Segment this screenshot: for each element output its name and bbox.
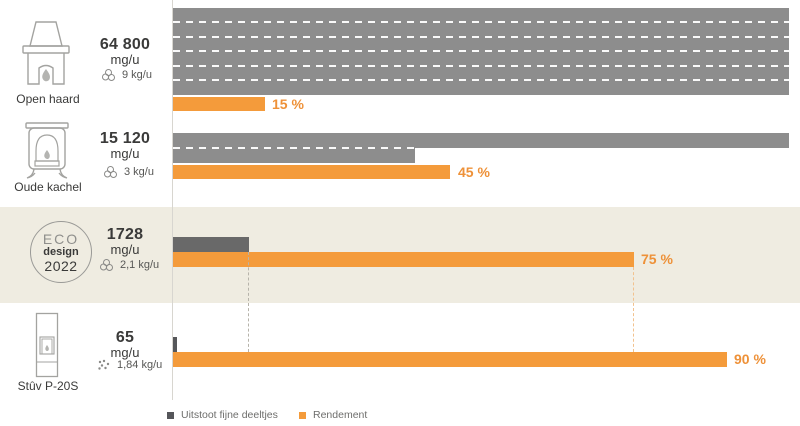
emission-unit: mg/u bbox=[110, 242, 140, 257]
emission-bar-oude-kachel-wrap bbox=[173, 148, 415, 163]
consumption-ecodesign: 2,1 kg/u bbox=[99, 259, 159, 271]
emission-value-ecodesign: 1728 mg/u bbox=[93, 226, 157, 257]
efficiency-label-open-haard: 15 % bbox=[272, 96, 304, 112]
legend-efficiency: Rendement bbox=[299, 409, 367, 421]
ecodesign-2022-badge: ECO design 2022 bbox=[30, 221, 92, 283]
efficiency-label-stuv: 90 % bbox=[734, 351, 766, 367]
legend-emissions: Uitstoot fijne deeltjes bbox=[167, 409, 278, 421]
emission-bar-ecodesign bbox=[173, 237, 249, 252]
consumption-text: 9 kg/u bbox=[122, 69, 152, 81]
stuv-stove-icon bbox=[35, 312, 59, 383]
row-label-oude-kachel: Oude kachel bbox=[14, 180, 82, 194]
consumption-text: 3 kg/u bbox=[124, 166, 154, 178]
efficiency-bar-stuv bbox=[173, 352, 727, 367]
emission-value-stuv: 65 mg/u bbox=[93, 329, 157, 360]
bar-wrap-dash bbox=[173, 147, 415, 149]
emission-bar-oude-kachel-full bbox=[173, 133, 789, 148]
consumption-stuv: 1,84 kg/u bbox=[97, 359, 162, 371]
emission-comparison-dashed-line bbox=[248, 252, 249, 352]
consumption-oude-kachel: 3 kg/u bbox=[103, 166, 154, 178]
emission-bar-stuv bbox=[173, 337, 177, 352]
bar-wrap-dash bbox=[173, 79, 789, 81]
wood-logs-icon bbox=[100, 259, 113, 271]
bar-wrap-dash bbox=[173, 65, 789, 67]
bar-wrap-dash bbox=[173, 36, 789, 38]
consumption-text: 1,84 kg/u bbox=[117, 359, 163, 371]
efficiency-comparison-dashed-line bbox=[633, 267, 634, 352]
efficiency-bar-ecodesign bbox=[173, 252, 634, 267]
emission-number: 65 bbox=[115, 329, 135, 346]
efficiency-label-oude-kachel: 45 % bbox=[458, 164, 490, 180]
emission-value-oude-kachel: 15 120 mg/u bbox=[93, 130, 157, 161]
eco-badge-line3: 2022 bbox=[44, 257, 78, 274]
bar-wrap-dash bbox=[173, 21, 789, 23]
old-stove-icon bbox=[15, 120, 79, 187]
legend-efficiency-label: Rendement bbox=[313, 409, 368, 421]
efficiency-bar-open-haard bbox=[173, 97, 265, 111]
emission-unit: mg/u bbox=[110, 52, 140, 67]
wood-logs-icon bbox=[104, 166, 117, 178]
open-fireplace-icon bbox=[15, 20, 77, 93]
emission-number: 15 120 bbox=[99, 130, 151, 147]
baseline-axis bbox=[172, 0, 173, 400]
wood-logs-icon bbox=[102, 69, 115, 81]
legend-gray-swatch bbox=[167, 411, 174, 419]
row-label-open-haard: Open haard bbox=[16, 92, 80, 106]
efficiency-label-ecodesign: 75 % bbox=[641, 251, 673, 267]
emission-unit: mg/u bbox=[110, 345, 140, 360]
row-label-stuv-p20s: Stûv P-20S bbox=[17, 379, 79, 393]
legend-emissions-label: Uitstoot fijne deeltjes bbox=[181, 409, 278, 421]
efficiency-bar-oude-kachel bbox=[173, 165, 450, 179]
eco-badge-line2: design bbox=[43, 245, 79, 258]
emission-number: 64 800 bbox=[99, 36, 151, 53]
bar-wrap-dash bbox=[173, 50, 789, 52]
legend-orange-swatch bbox=[299, 411, 306, 419]
emission-value-open-haard: 64 800 mg/u bbox=[93, 36, 157, 67]
emission-unit: mg/u bbox=[110, 146, 140, 161]
pellets-icon bbox=[98, 359, 110, 370]
consumption-text: 2,1 kg/u bbox=[120, 259, 160, 271]
consumption-open-haard: 9 kg/u bbox=[101, 69, 152, 81]
emission-number: 1728 bbox=[106, 226, 144, 243]
eco-badge-line1: ECO bbox=[42, 230, 80, 247]
